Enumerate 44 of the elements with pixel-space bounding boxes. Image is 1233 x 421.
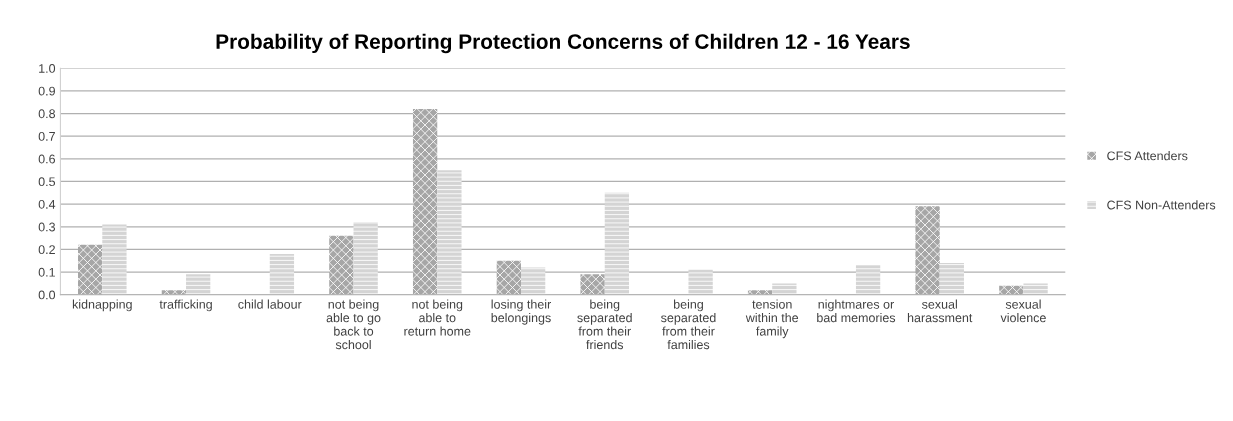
- x-tick-label: losing their belongings: [491, 299, 552, 325]
- y-tick-label: 0.5: [38, 177, 56, 187]
- x-tick-label: child labour: [238, 299, 302, 309]
- x-tick-label: not being able to go back to school: [326, 299, 381, 350]
- y-tick-label: 0.7: [38, 131, 55, 141]
- bar: [688, 269, 713, 295]
- bar: [102, 224, 127, 295]
- y-tick-label: 0.6: [38, 154, 56, 164]
- legend-label: CFS Attenders: [1107, 151, 1188, 161]
- y-tick-label: 0.1: [38, 267, 55, 277]
- bar: [604, 192, 630, 295]
- bar: [78, 244, 103, 295]
- x-tick-label: nightmares or bad memories: [817, 299, 896, 323]
- bar: [855, 265, 881, 295]
- chart-title: Probability of Reporting Protection Concerns of Children 12 - 16 Years: [216, 33, 910, 54]
- bar: [186, 274, 211, 295]
- bar: [437, 170, 462, 295]
- y-tick-label: 0.3: [38, 222, 56, 232]
- bar: [496, 260, 521, 295]
- y-tick-label: 1.0: [39, 64, 56, 73]
- x-tick-label: sexual violence: [1000, 299, 1046, 323]
- bar: [939, 262, 964, 295]
- y-tick-label: 0.2: [38, 245, 55, 255]
- y-tick-label: 0.4: [38, 199, 56, 209]
- bar: [915, 206, 940, 295]
- y-tick-label: 0.8: [38, 109, 56, 119]
- bar: [1023, 283, 1048, 295]
- bar: [412, 108, 438, 295]
- x-tick-label: being separated from their families: [661, 299, 716, 350]
- bar: [269, 253, 295, 295]
- y-tick-label: 0.0: [38, 290, 56, 300]
- y-tick-label: 0.9: [38, 86, 55, 96]
- bar: [772, 283, 797, 295]
- x-tick-label: sexual harassment: [907, 299, 973, 323]
- legend-label: CFS Non-Attenders: [1107, 200, 1216, 210]
- bar: [580, 274, 605, 295]
- bar: [520, 267, 546, 295]
- x-tick-label: being separated from their friends: [577, 299, 632, 350]
- x-tick-label: not being able to return home: [404, 299, 471, 336]
- x-tick-label: kidnapping: [72, 299, 132, 312]
- bar: [353, 222, 378, 295]
- x-tick-label: trafficking: [159, 299, 212, 312]
- x-tick-label: tension within the family: [745, 299, 799, 339]
- bar: [329, 235, 354, 295]
